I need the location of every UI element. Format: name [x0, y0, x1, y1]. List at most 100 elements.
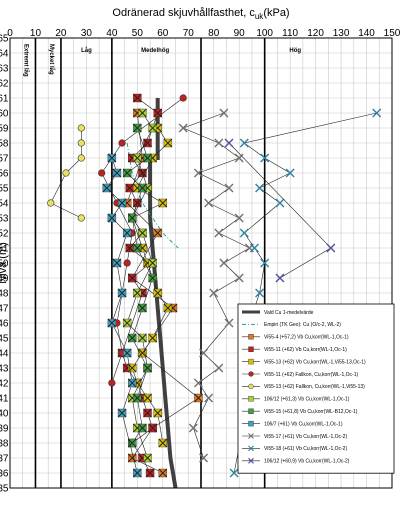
data-series [47, 93, 382, 489]
data-point-cross [122, 168, 132, 178]
data-point-x [193, 378, 203, 388]
data-point-x [224, 318, 234, 328]
y-tick-label: 63 [0, 64, 9, 75]
data-point-x [224, 138, 234, 148]
series-line [126, 112, 153, 459]
data-point-x [255, 288, 265, 298]
data-point-circle [47, 199, 55, 207]
y-tick-label: 51 [0, 244, 9, 255]
data-point-cross [127, 363, 137, 373]
x-tick-label: 40 [106, 28, 118, 39]
series-7 [122, 108, 157, 463]
data-point-cross [143, 363, 152, 373]
y-tick-label: 50 [0, 259, 9, 270]
legend-entry: Empiri (TK Geo): Cu (O/c-2, WL-2) [264, 322, 341, 328]
data-point-cross [133, 93, 142, 103]
x-tick-label: 120 [307, 28, 324, 39]
x-tick-label: 50 [132, 28, 144, 39]
data-point-cross [102, 183, 112, 193]
legend: Vald Cu 1-medelvärde Empiri (TK Geo): Cu … [237, 303, 395, 474]
x-tick-label: 60 [157, 28, 169, 39]
data-point-x [214, 228, 224, 238]
data-point-x [209, 288, 219, 298]
data-point-x [193, 168, 203, 178]
x-tick-label: 140 [358, 28, 375, 39]
data-point-cross [143, 453, 152, 463]
legend-box [237, 303, 395, 474]
data-point-x [199, 348, 209, 358]
y-tick-label: 40 [0, 409, 9, 420]
zone-label: Medelhög [141, 48, 169, 54]
data-point-cross [153, 108, 163, 118]
y-axis-label: Nivå (m) [0, 242, 9, 284]
legend-entry: Vald Cu 1-medelvärde [264, 310, 314, 316]
y-tick-label: 54 [0, 199, 9, 210]
series-line-dashed [126, 142, 179, 249]
data-point-x [219, 108, 229, 118]
data-point-x [260, 258, 270, 268]
data-point-cross [133, 123, 142, 133]
data-point-cross [148, 273, 157, 283]
data-point-cross [158, 468, 168, 478]
data-point-x [234, 273, 244, 283]
y-tick-label: 64 [0, 49, 9, 60]
legend-swatch [248, 383, 254, 390]
zone-label: Extremt låg [23, 44, 30, 77]
axes: 65 64 63 62 61 60 59 58 57 56 55 54 53 52 51 50 49 48 47 46… [0, 7, 401, 495]
data-point-cross [127, 453, 137, 463]
data-point-circle [77, 154, 85, 162]
data-point-x [234, 213, 244, 223]
data-point-x [214, 363, 224, 373]
data-point-cross [117, 288, 127, 298]
data-point-cross [127, 438, 137, 448]
legend-swatch [248, 433, 254, 439]
data-point-cross [117, 408, 127, 418]
data-point-x [255, 183, 265, 193]
data-point-cross [153, 228, 163, 238]
data-point-x [249, 243, 259, 253]
data-point-cross [138, 108, 147, 118]
data-point-cross [125, 183, 135, 193]
y-tick-label: 57 [0, 154, 9, 165]
data-point-circle [118, 139, 126, 147]
data-point-x [326, 243, 336, 253]
y-tick-label: 36 [0, 469, 9, 480]
data-point-cross [112, 258, 122, 268]
y-tick-label: 45 [0, 334, 9, 345]
data-point-x [204, 393, 214, 403]
y-tick-label: 49 [0, 274, 9, 285]
data-point-cross [133, 243, 142, 253]
data-point-x [275, 273, 285, 283]
series-0 [148, 98, 178, 489]
data-point-circle [62, 169, 70, 177]
legend-swatch [248, 358, 254, 365]
y-tick-label: 61 [0, 94, 9, 105]
data-point-x [224, 183, 234, 193]
data-point-circle [77, 124, 85, 132]
data-point-cross [122, 228, 132, 238]
data-point-x [372, 108, 382, 118]
data-point-x [234, 153, 244, 163]
legend-swatch [248, 408, 254, 414]
legend-swatch [248, 445, 254, 452]
data-point-circle [179, 94, 187, 102]
data-point-x [188, 423, 198, 433]
data-point-cross [107, 318, 117, 328]
zone-label: Låg [81, 47, 92, 54]
series-8 [122, 123, 157, 448]
data-point-x [204, 198, 214, 208]
y-tick-label: 58 [0, 139, 9, 150]
data-point-cross [158, 438, 168, 448]
y-tick-label: 43 [0, 364, 9, 375]
chart-title: Odränerad skjuvhållfasthet, cuk(kPa) [112, 7, 289, 21]
legend-swatch [248, 457, 254, 464]
y-tick-label: 65 [0, 34, 9, 45]
y-tick-label: 48 [0, 289, 9, 300]
data-point-cross [163, 138, 173, 148]
legend-swatch [248, 396, 254, 402]
data-point-circle [77, 214, 85, 222]
data-point-cross [143, 408, 152, 418]
data-point-x [275, 198, 285, 208]
data-point-cross [153, 408, 163, 418]
